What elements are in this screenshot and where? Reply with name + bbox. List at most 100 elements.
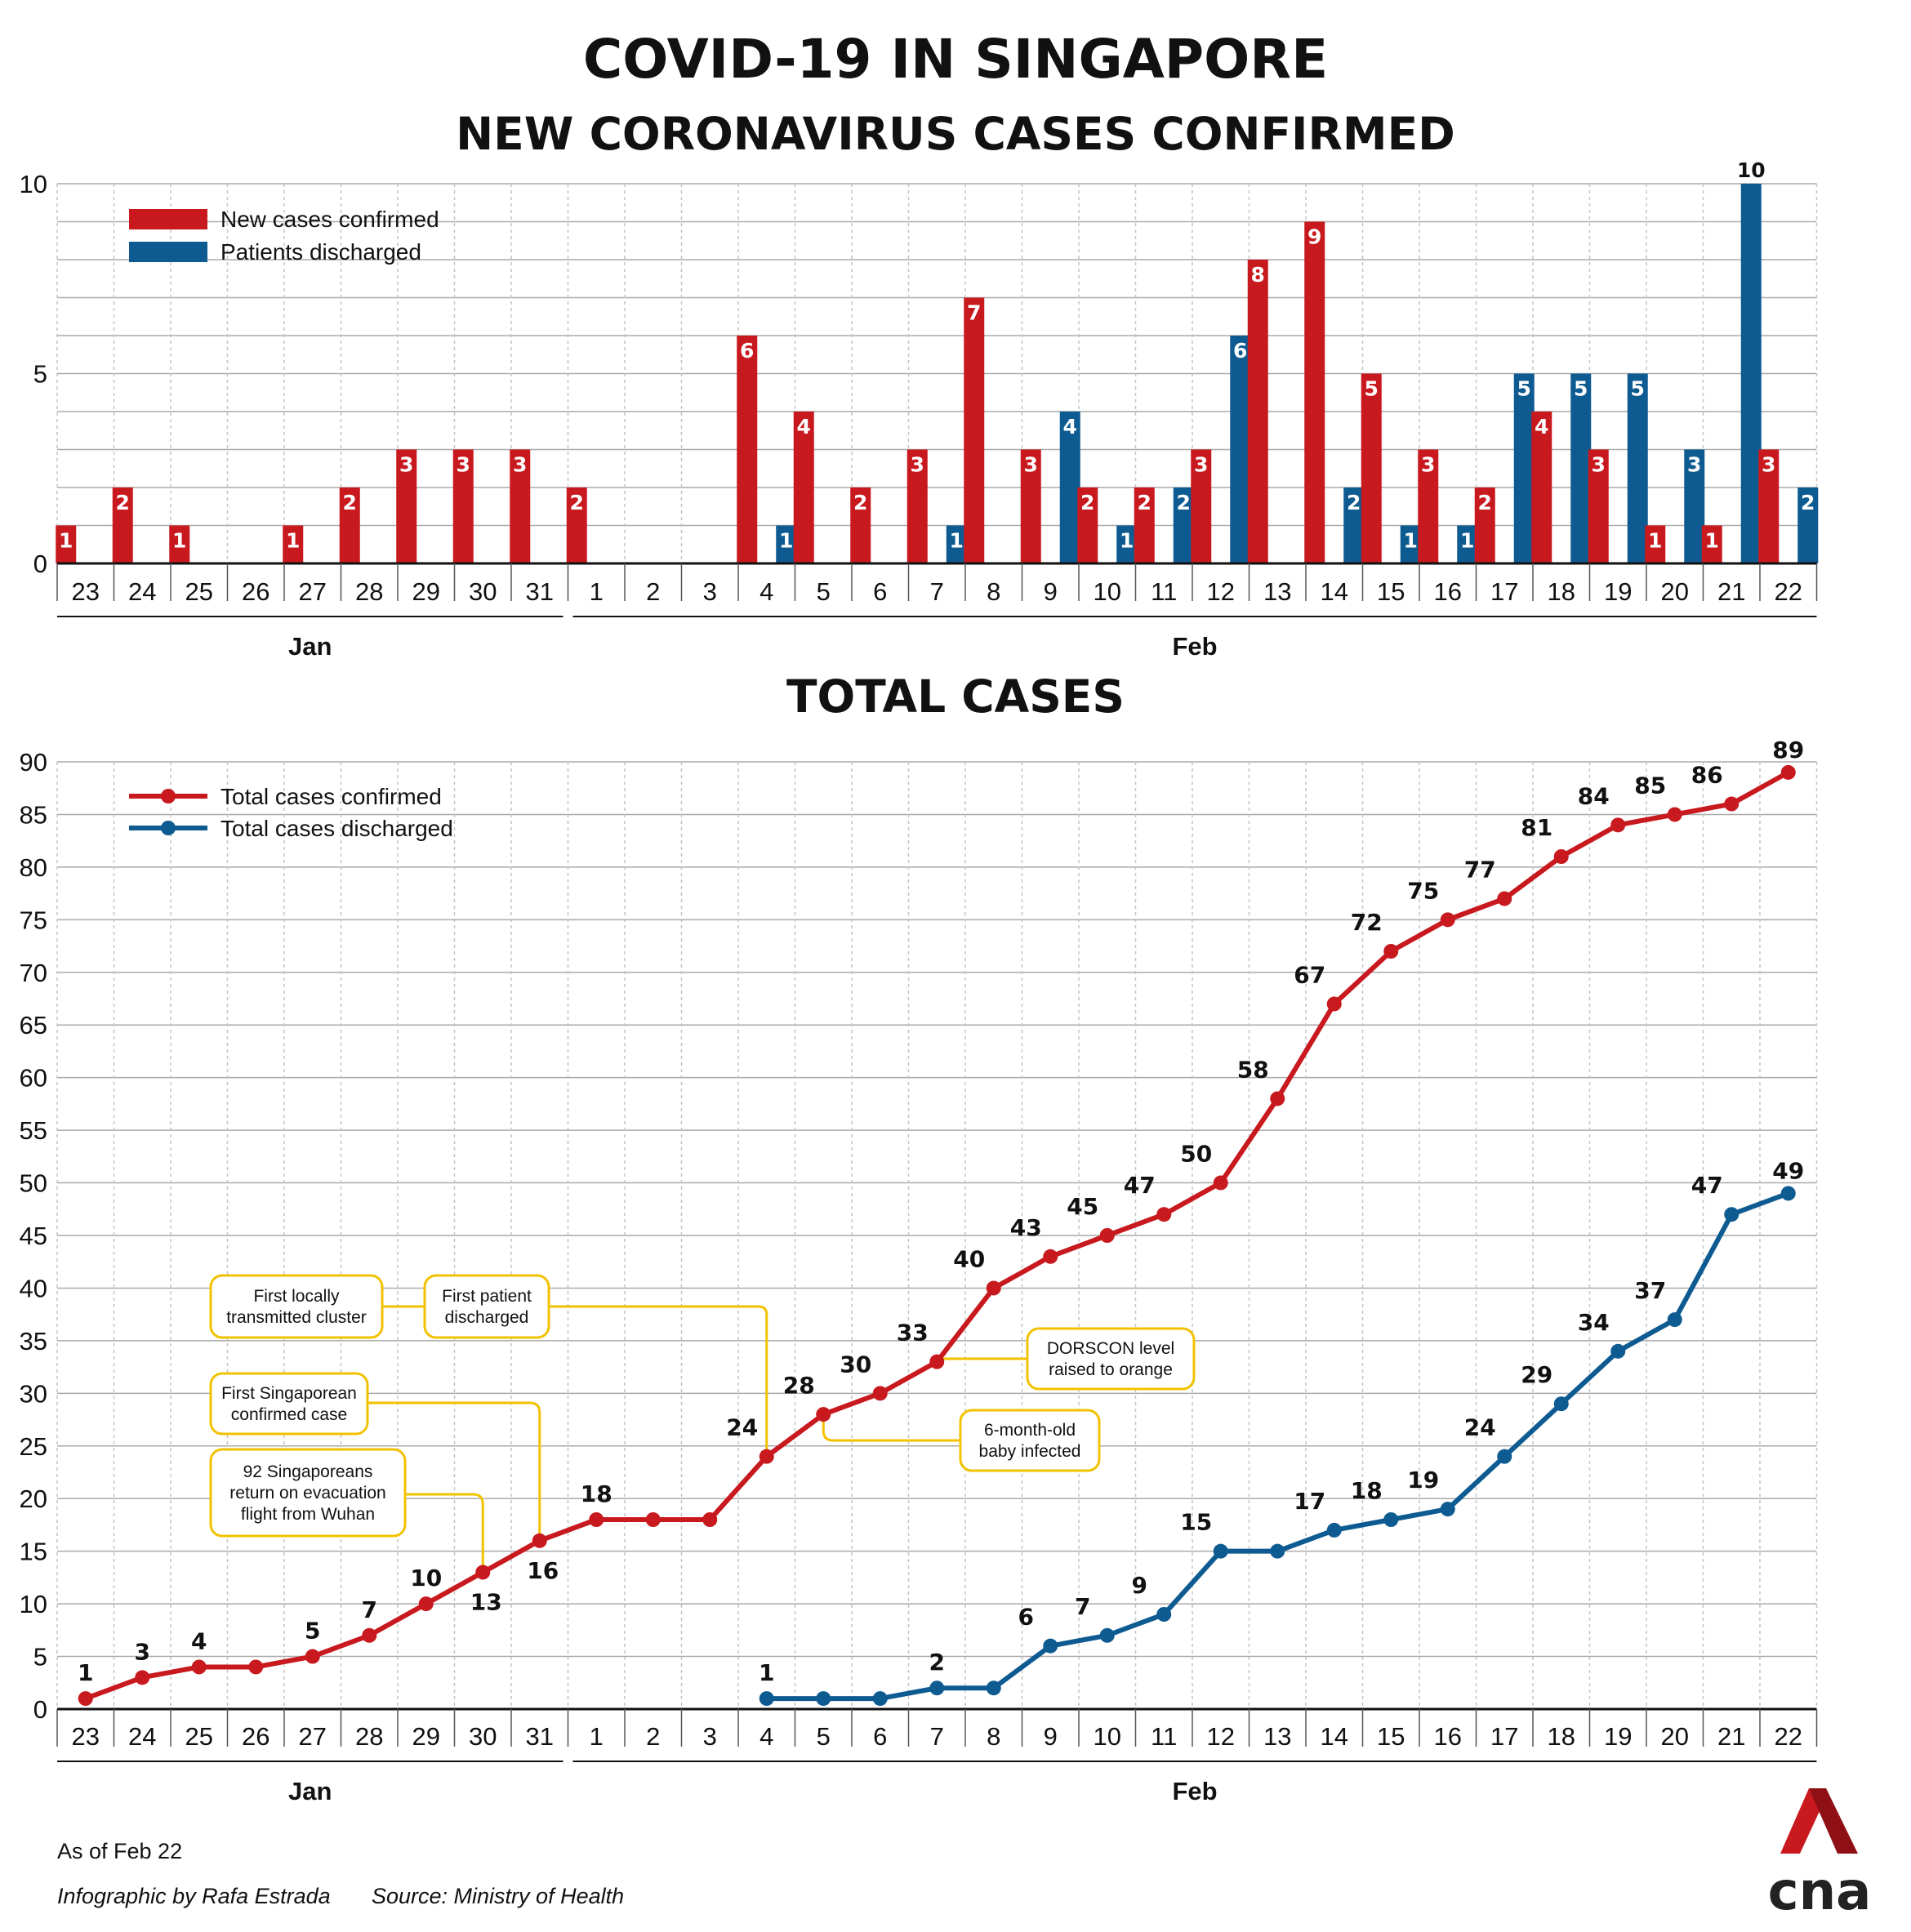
x-tick-label: 3	[703, 1722, 717, 1751]
bar	[1247, 260, 1268, 563]
annotation-text: 6-month-old	[984, 1421, 1076, 1440]
point-value-label: 47	[1691, 1172, 1723, 1199]
x-tick-label: 5	[817, 1722, 831, 1751]
bar	[283, 525, 304, 563]
x-tick-label: 30	[469, 577, 497, 606]
bar-value-label: 8	[1251, 263, 1265, 287]
x-tick-label: 4	[760, 1722, 773, 1751]
data-point	[816, 1407, 831, 1422]
bar-value-label: 2	[1177, 491, 1191, 514]
annotation-connector	[549, 1305, 768, 1457]
x-tick-label: 7	[930, 1722, 944, 1751]
bar-chart: 0 5 10 New cases confirmed Patients discharg…	[20, 158, 1819, 661]
y-tick-label: 10	[20, 1590, 47, 1618]
x-tick-label: 26	[242, 577, 270, 606]
annotation-box	[1026, 1327, 1196, 1391]
point-value-label: 49	[1772, 1157, 1804, 1184]
bar-value-label: 9	[1307, 225, 1321, 249]
annotation-text: First Singaporean	[221, 1384, 357, 1403]
x-tick-label: 27	[299, 577, 327, 606]
y-tick-label: 35	[20, 1327, 47, 1356]
data-point	[1099, 1228, 1115, 1243]
data-point	[135, 1670, 150, 1685]
x-tick-label: 29	[412, 577, 440, 606]
data-point	[475, 1565, 491, 1580]
x-tick-label: 2	[646, 577, 660, 606]
legend-marker	[161, 789, 176, 804]
bar-value-label: 1	[1120, 529, 1134, 553]
bar	[1457, 525, 1478, 563]
bar	[1418, 449, 1439, 563]
legend-label: Patients discharged	[220, 239, 421, 265]
annotation-text: First locally	[253, 1287, 340, 1306]
data-point	[1383, 1512, 1399, 1527]
annotation-connector	[405, 1493, 484, 1573]
data-point	[78, 1691, 93, 1707]
annotation-text: baby infected	[979, 1442, 1081, 1461]
y-tick-label: 0	[33, 1695, 47, 1724]
bar-value-label: 5	[1631, 377, 1645, 401]
data-point	[1213, 1175, 1228, 1191]
data-point	[872, 1691, 888, 1707]
point-value-label: 77	[1464, 857, 1496, 884]
bar	[1230, 336, 1251, 563]
point-value-label: 15	[1180, 1509, 1212, 1536]
x-tick-label: 7	[930, 577, 944, 606]
bar-chart-title: NEW CORONAVIRUS CASES CONFIRMED	[456, 108, 1455, 160]
x-tick-label: 22	[1775, 1722, 1802, 1751]
line-chart-title: TOTAL CASES	[786, 670, 1125, 723]
x-tick-label: 19	[1604, 577, 1632, 606]
bar-value-label: 2	[1080, 491, 1094, 514]
point-value-label: 30	[840, 1351, 871, 1378]
point-value-label: 45	[1067, 1193, 1098, 1220]
bar	[1116, 525, 1138, 563]
bar-value-label: 2	[1138, 491, 1152, 514]
y-tick-label: 0	[33, 550, 47, 578]
x-tick-label: 12	[1207, 577, 1235, 606]
legend-marker	[161, 821, 176, 835]
data-point	[589, 1512, 604, 1527]
bar-value-label: 3	[399, 453, 413, 477]
bar-value-label: 3	[1194, 453, 1208, 477]
x-tick-label: 31	[526, 577, 554, 606]
bar-value-label: 2	[116, 491, 130, 514]
point-value-label: 50	[1180, 1141, 1212, 1168]
data-point	[1497, 1449, 1512, 1464]
bar	[1627, 373, 1648, 563]
annotation-text: First patient	[442, 1287, 532, 1306]
x-tick-label: 12	[1207, 1722, 1235, 1751]
bar	[566, 487, 587, 563]
bar	[396, 449, 417, 563]
bar	[1304, 221, 1325, 563]
bar	[1077, 487, 1098, 563]
point-value-label: 6	[1018, 1604, 1034, 1631]
bar	[1570, 373, 1592, 563]
bar-value-label: 1	[286, 529, 300, 553]
bar-value-label: 5	[1365, 377, 1379, 401]
bar	[737, 336, 758, 563]
x-tick-label: 10	[1094, 1722, 1121, 1751]
x-tick-label: 1	[590, 577, 604, 606]
point-value-label: 75	[1407, 877, 1439, 904]
bar-value-label: 4	[797, 415, 811, 438]
bar	[1134, 487, 1155, 563]
data-point	[1156, 1607, 1172, 1622]
x-tick-label: 24	[128, 577, 156, 606]
x-tick-label: 1	[590, 1722, 604, 1751]
data-point	[1497, 891, 1512, 906]
data-point	[1440, 912, 1455, 928]
x-tick-label: 25	[185, 1722, 213, 1751]
point-value-label: 19	[1407, 1467, 1439, 1494]
data-point	[191, 1659, 207, 1675]
annotation-text: 92 Singaporeans	[243, 1462, 373, 1481]
x-tick-label: 22	[1775, 577, 1802, 606]
y-tick-label: 20	[20, 1485, 47, 1513]
data-point	[1043, 1249, 1058, 1264]
annotation-text: transmitted cluster	[226, 1308, 367, 1327]
bar	[1474, 487, 1495, 563]
data-point	[305, 1649, 320, 1664]
x-tick-label: 20	[1661, 1722, 1689, 1751]
annotation-text: flight from Wuhan	[241, 1505, 375, 1524]
bar	[169, 525, 190, 563]
data-point	[1610, 1343, 1626, 1359]
